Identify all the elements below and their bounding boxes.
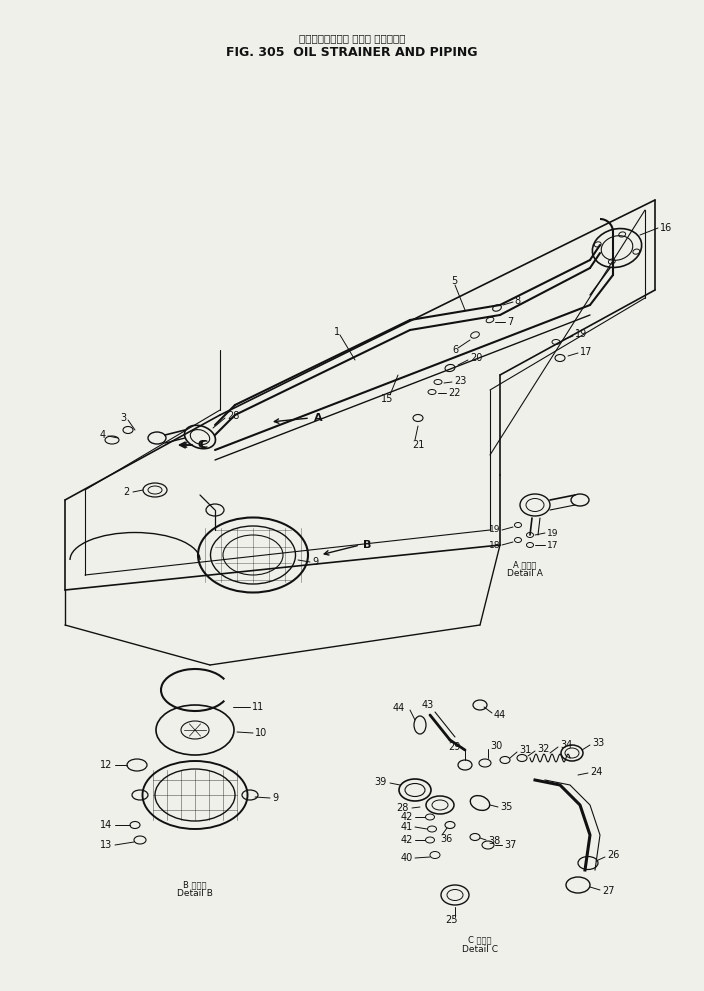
Text: FIG. 305  OIL STRAINER AND PIPING: FIG. 305 OIL STRAINER AND PIPING [226, 46, 478, 58]
Text: 28: 28 [396, 803, 409, 813]
Text: Detail A: Detail A [507, 570, 543, 579]
Text: 4: 4 [100, 430, 106, 440]
Text: 31: 31 [519, 745, 532, 755]
Text: 26: 26 [607, 850, 620, 860]
Text: 34: 34 [560, 740, 572, 750]
Text: Detail B: Detail B [177, 890, 213, 899]
Text: A: A [314, 413, 322, 423]
Text: 38: 38 [488, 836, 501, 846]
Text: 44: 44 [494, 710, 506, 720]
Text: C 詳細図: C 詳細図 [468, 936, 492, 944]
Text: 43: 43 [422, 700, 434, 710]
Text: 44: 44 [393, 703, 405, 713]
Text: 37: 37 [504, 840, 516, 850]
Text: 1: 1 [334, 327, 340, 337]
Text: 7: 7 [507, 317, 513, 327]
Text: 15: 15 [381, 394, 394, 404]
Text: 11: 11 [252, 702, 264, 712]
Text: C: C [198, 440, 206, 450]
Text: 35: 35 [500, 802, 513, 812]
Text: 42: 42 [401, 835, 413, 845]
Text: オイルストレーナ および パイピング: オイルストレーナ および パイピング [298, 33, 406, 43]
Text: 41: 41 [401, 822, 413, 832]
Text: A 詳細図: A 詳細図 [513, 561, 536, 570]
Text: B 詳細図: B 詳細図 [183, 880, 207, 890]
Text: 12: 12 [100, 760, 112, 770]
Text: 13: 13 [100, 840, 112, 850]
Text: 20: 20 [470, 353, 482, 363]
Text: 9: 9 [312, 557, 318, 567]
Text: 21: 21 [412, 440, 425, 450]
Text: 22: 22 [448, 388, 460, 398]
Text: 10: 10 [255, 728, 268, 738]
Text: 2: 2 [124, 487, 130, 497]
Text: 19: 19 [547, 528, 558, 537]
Text: 9: 9 [272, 793, 278, 803]
Text: 40: 40 [401, 853, 413, 863]
Text: 19: 19 [575, 329, 587, 339]
Text: Detail C: Detail C [462, 944, 498, 953]
Text: 23: 23 [454, 376, 466, 386]
Text: 17: 17 [580, 347, 592, 357]
Text: 33: 33 [592, 738, 604, 748]
Text: 28: 28 [227, 411, 239, 421]
Text: 16: 16 [660, 223, 672, 233]
Text: 24: 24 [590, 767, 603, 777]
Text: 27: 27 [602, 886, 615, 896]
Text: C: C [200, 440, 208, 450]
Text: 32: 32 [537, 744, 549, 754]
Text: B: B [363, 540, 372, 550]
Text: 30: 30 [490, 741, 502, 751]
Text: 18: 18 [489, 540, 500, 549]
Text: 19: 19 [489, 525, 500, 534]
Text: 5: 5 [451, 276, 457, 286]
Text: 6: 6 [452, 345, 458, 355]
Text: 39: 39 [375, 777, 387, 787]
Text: 17: 17 [547, 540, 558, 549]
Text: 42: 42 [401, 812, 413, 822]
Text: 3: 3 [120, 413, 126, 423]
Text: 36: 36 [440, 834, 452, 844]
Text: 8: 8 [514, 296, 520, 306]
Text: 14: 14 [100, 820, 112, 830]
Text: 25: 25 [446, 915, 458, 925]
Text: 29: 29 [448, 742, 461, 752]
